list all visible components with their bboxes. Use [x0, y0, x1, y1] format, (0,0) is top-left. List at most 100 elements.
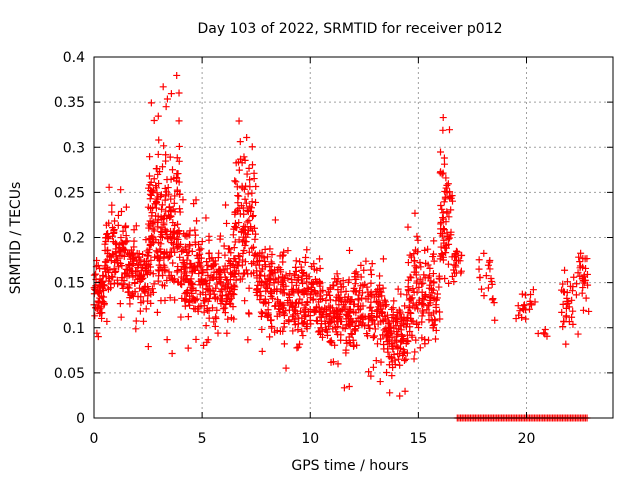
data-point — [350, 284, 358, 292]
data-point — [94, 333, 102, 341]
data-point — [299, 332, 307, 340]
data-point — [262, 287, 270, 295]
data-point — [159, 163, 167, 171]
data-point — [130, 237, 138, 245]
data-point — [160, 142, 168, 150]
data-point — [170, 199, 178, 207]
data-point — [146, 153, 154, 161]
x-tick-label: 20 — [518, 431, 536, 447]
data-point — [114, 221, 122, 229]
data-point — [522, 315, 530, 323]
data-point — [104, 233, 112, 241]
data-point — [205, 307, 213, 315]
data-point — [100, 298, 108, 306]
data-point — [94, 262, 102, 270]
data-point — [337, 336, 345, 344]
data-point — [214, 329, 222, 337]
data-point — [243, 170, 251, 178]
data-point — [145, 286, 153, 294]
data-point — [397, 345, 405, 353]
data-point — [378, 292, 386, 300]
data-point — [147, 240, 155, 248]
data-point — [91, 283, 99, 291]
data-point — [235, 166, 243, 174]
data-point — [154, 112, 162, 120]
data-point — [262, 300, 270, 308]
data-point — [399, 337, 407, 345]
data-point — [351, 280, 359, 288]
data-point — [231, 255, 239, 263]
data-point — [231, 219, 239, 227]
data-point — [117, 207, 125, 215]
data-point — [282, 282, 290, 290]
data-point — [198, 268, 206, 276]
data-point — [171, 192, 179, 200]
data-point — [289, 311, 297, 319]
data-point — [148, 220, 156, 228]
data-point — [150, 175, 158, 183]
data-point — [279, 258, 287, 266]
data-point — [230, 244, 238, 252]
data-point — [101, 240, 109, 248]
data-point — [132, 317, 140, 325]
data-point — [391, 360, 399, 368]
data-point — [146, 195, 154, 203]
data-point — [369, 334, 377, 342]
data-point — [394, 285, 402, 293]
data-point — [225, 257, 233, 265]
data-point — [453, 248, 461, 256]
data-point — [450, 278, 458, 286]
data-point — [330, 312, 338, 320]
data-point — [559, 280, 567, 288]
data-point — [168, 239, 176, 247]
data-point — [146, 234, 154, 242]
data-point — [185, 231, 193, 239]
data-point — [192, 335, 200, 343]
data-point — [207, 262, 215, 270]
data-point — [191, 226, 199, 234]
y-tick-label: 0.1 — [63, 321, 85, 337]
data-point — [374, 306, 382, 314]
data-point — [413, 319, 421, 327]
data-point — [123, 272, 131, 280]
data-point — [426, 296, 434, 304]
data-point — [428, 289, 436, 297]
data-point — [366, 304, 374, 312]
data-point — [429, 270, 437, 278]
data-point — [156, 245, 164, 253]
data-point — [371, 325, 379, 333]
data-point — [241, 223, 249, 231]
data-point — [145, 224, 153, 232]
data-point — [195, 240, 203, 248]
data-point — [512, 315, 520, 323]
data-point — [401, 302, 409, 310]
data-point — [261, 272, 269, 280]
data-point — [117, 186, 125, 194]
data-point — [406, 328, 414, 336]
data-point — [221, 304, 229, 312]
data-point — [444, 180, 452, 188]
data-point — [437, 202, 445, 210]
data-point — [123, 266, 131, 274]
data-point — [575, 253, 583, 261]
data-point — [585, 307, 593, 315]
data-point — [322, 296, 330, 304]
data-point — [267, 258, 275, 266]
data-point — [561, 266, 569, 274]
data-point — [176, 253, 184, 261]
data-point — [122, 203, 130, 211]
data-point — [407, 295, 415, 303]
data-point — [414, 305, 422, 313]
data-point — [540, 329, 548, 337]
data-point — [119, 284, 127, 292]
data-point — [267, 292, 275, 300]
data-point — [173, 268, 181, 276]
data-point — [162, 103, 170, 111]
data-point — [412, 268, 420, 276]
data-point — [425, 336, 433, 344]
y-tick-label: 0.15 — [54, 276, 85, 292]
data-point — [487, 274, 495, 282]
data-point — [372, 297, 380, 305]
data-point — [426, 264, 434, 272]
data-point — [428, 317, 436, 325]
